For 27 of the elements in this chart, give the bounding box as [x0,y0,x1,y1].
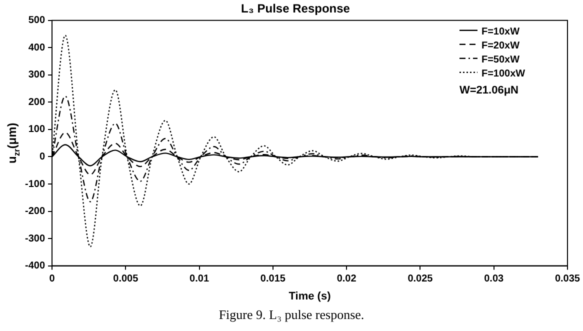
annotation: W=21.06μN [459,84,519,96]
x-tick-label: 0.03 [484,274,504,285]
y-tick-label: 0 [39,151,46,162]
legend-label: F=100xW [481,68,526,80]
y-tick-label: 300 [28,70,46,81]
legend-label: F=10xW [481,26,520,38]
x-tick-label: 0.005 [113,274,139,285]
legend-label: F=20xW [481,40,520,52]
y-tick-label: -400 [25,260,46,272]
x-tick-label: 0.025 [408,274,434,285]
y-tick-label: -300 [25,233,46,244]
x-tick-label: 0.02 [336,274,357,285]
y-tick-label: 400 [28,42,46,54]
caption: Figure 9. L₃ pulse response. [218,307,366,323]
x-tick-label: 0.015 [260,274,286,285]
x-tick-label: 0.035 [554,274,580,285]
y-axis-title: uzr(μm) [5,122,22,164]
x-axis-title: Time (s) [288,290,332,302]
y-tick-label: 500 [28,15,46,26]
legend-label: F=50xW [481,54,520,66]
y-tick-label: 100 [28,124,46,136]
x-tick-label: 0 [49,274,56,285]
y-tick-label: 200 [28,96,46,108]
chart-title: L₃ Pulse Response [241,2,350,16]
y-tick-label: -100 [25,178,46,190]
x-tick-label: 0.01 [190,274,210,285]
y-tick-label: -200 [25,206,46,218]
